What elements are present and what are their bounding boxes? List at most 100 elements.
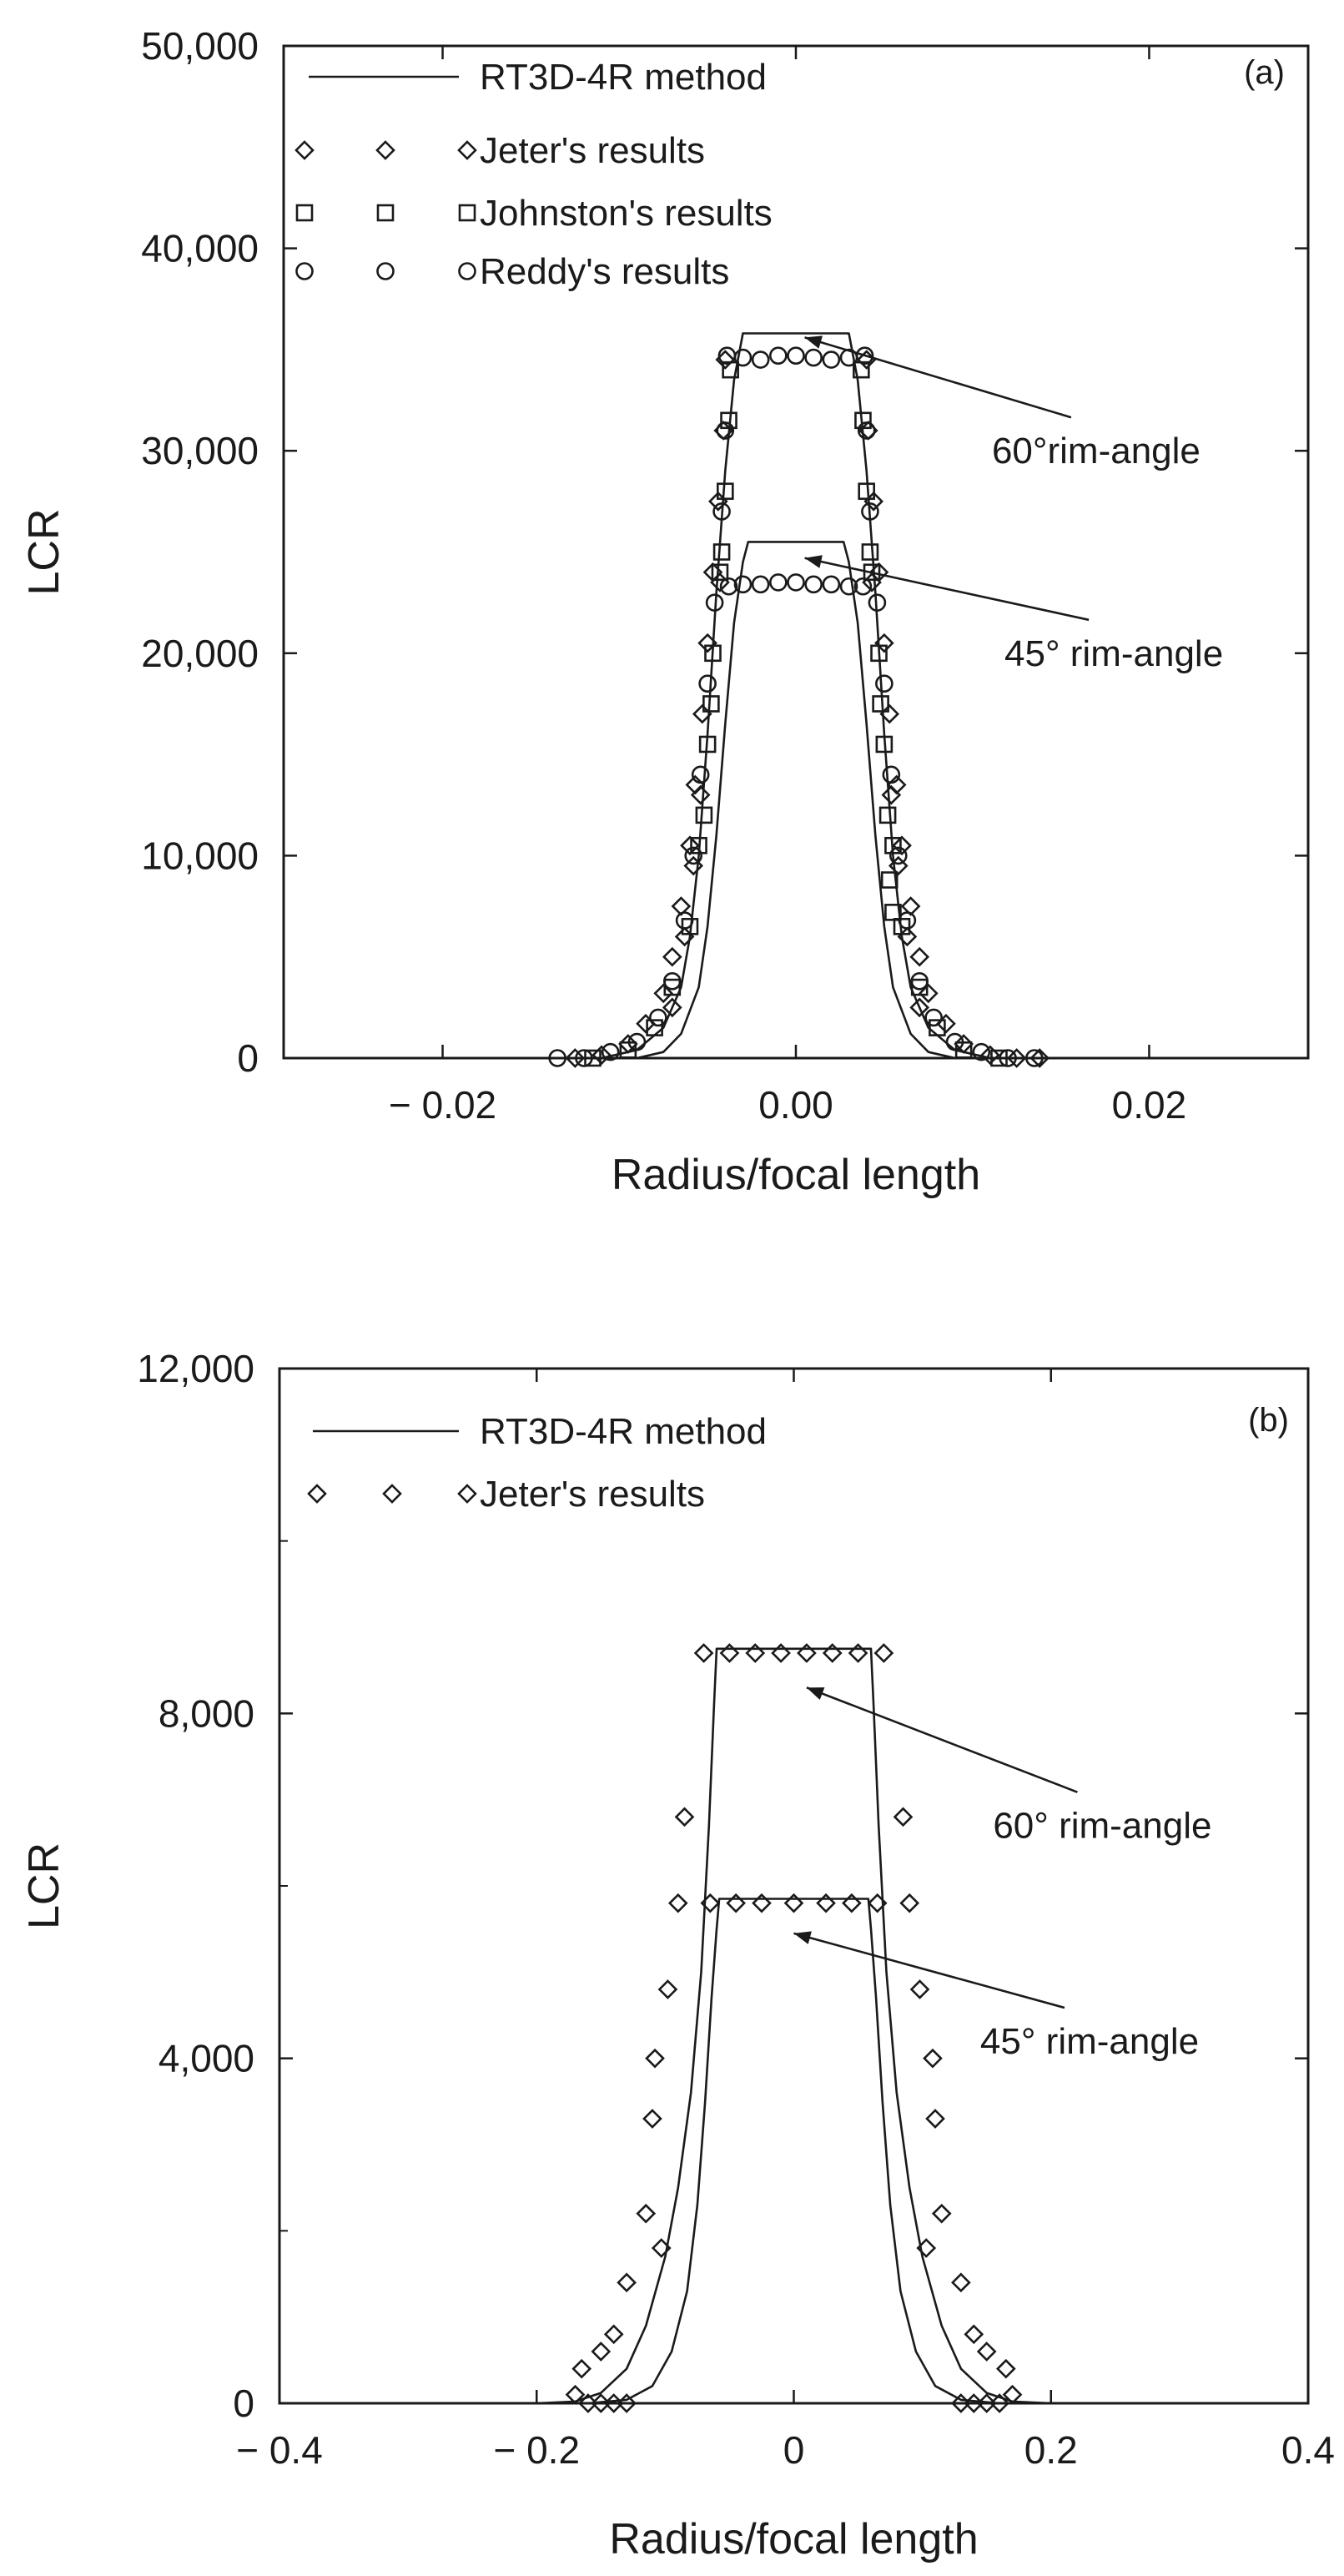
x-tick-label: 0.4	[1281, 2428, 1335, 2472]
data-point-circle	[716, 421, 735, 440]
data-point-square	[858, 482, 875, 501]
x-tick-label: − 0.2	[493, 2428, 580, 2472]
data-point-circle	[972, 1042, 991, 1061]
data-point-diamond	[893, 1807, 914, 1827]
series-line-rt3d-4r-method-45	[583, 541, 1009, 1060]
data-point-circle	[691, 765, 710, 784]
data-point-square	[663, 978, 682, 996]
data-point-diamond	[617, 2272, 637, 2293]
data-point-square	[711, 563, 729, 582]
y-tick-label: 30,000	[141, 429, 259, 472]
data-point-square	[872, 695, 889, 713]
data-point-diamond	[683, 855, 704, 876]
x-tick-label: 0.02	[1112, 1083, 1187, 1127]
legend-label: Jeter's results	[480, 130, 705, 171]
data-point-diamond	[591, 2342, 612, 2362]
data-point-diamond	[771, 1643, 791, 1663]
data-point-diamond	[822, 1643, 843, 1663]
legend-marker-diamond	[307, 1484, 327, 1504]
data-point-diamond	[842, 1893, 862, 1913]
legend-b: RT3D-4R method Jeter's results	[307, 1411, 767, 1515]
data-point-circle	[662, 972, 682, 991]
data-point-diamond	[964, 2324, 984, 2345]
data-point-square	[695, 806, 713, 824]
data-point-diamond	[726, 1893, 746, 1913]
data-point-diamond	[848, 1643, 868, 1663]
data-point-circle	[712, 502, 731, 521]
data-point-square	[880, 871, 899, 889]
data-point-square	[681, 918, 699, 935]
data-point-square	[717, 482, 734, 501]
data-point-circle	[548, 1049, 566, 1067]
data-point-diamond	[642, 2109, 662, 2129]
annotation-arrowhead	[793, 1931, 812, 1944]
y-tick-label: 8,000	[159, 1691, 254, 1735]
data-point-diamond	[954, 1034, 974, 1054]
data-point-square	[854, 411, 872, 430]
data-point-square	[690, 836, 707, 854]
annotation-label: 45° rim-angle	[1004, 633, 1223, 674]
y-tick-label: 40,000	[141, 227, 259, 270]
y-tick-label: 10,000	[141, 834, 259, 877]
data-point-circle	[855, 346, 874, 365]
data-point-diamond	[1006, 1048, 1027, 1068]
data-point-circle	[575, 1049, 593, 1067]
data-point-circle	[751, 575, 770, 594]
data-point-diamond	[657, 1979, 678, 1999]
data-point-circle	[675, 911, 694, 930]
x-axis-title-b: Radius/focal length	[609, 2515, 978, 2563]
y-axis-title-b: LCR	[20, 1843, 68, 1929]
data-point-diamond	[797, 1643, 817, 1663]
data-point-diamond	[873, 1643, 894, 1663]
x-tick-label: 0.00	[758, 1083, 833, 1127]
data-point-diamond	[900, 896, 921, 916]
data-point-diamond	[653, 983, 674, 1004]
data-point-circle	[889, 846, 908, 865]
data-point-diamond	[1002, 2384, 1023, 2405]
data-point-diamond	[618, 1034, 638, 1054]
panel-label-b: (b)	[1248, 1402, 1289, 1439]
data-point-square	[646, 1019, 663, 1036]
series-lines-b	[536, 1647, 1051, 2405]
data-point-square	[893, 918, 911, 935]
data-point-diamond	[867, 1893, 888, 1913]
legend-marker-diamond	[457, 1484, 477, 1504]
data-point-diamond	[964, 2393, 984, 2413]
data-point-diamond	[899, 1893, 920, 1913]
data-point-circle	[601, 1042, 620, 1061]
data-point-diamond	[617, 2393, 637, 2413]
data-point-diamond	[916, 2238, 937, 2258]
panel-label-a: (a)	[1244, 54, 1285, 91]
data-point-square	[990, 1049, 1008, 1067]
data-point-diamond	[578, 2393, 598, 2413]
x-tick-label: − 0.02	[389, 1083, 496, 1127]
series-markers-b	[565, 1643, 1023, 2413]
data-point-square	[878, 806, 897, 824]
data-point-circle	[861, 502, 879, 521]
y-tick-label: 0	[233, 2382, 254, 2425]
data-point-circle	[822, 575, 841, 594]
x-tick-label: − 0.4	[236, 2428, 323, 2472]
legend-marker-circle	[376, 262, 395, 280]
data-point-circle	[787, 573, 805, 592]
series-line-rt3d-4r-method	[536, 1647, 1051, 2405]
x-axis-title-a: Radius/focal length	[612, 1151, 980, 1199]
data-point-circle	[882, 765, 901, 784]
data-point-circle	[898, 911, 917, 930]
data-point-circle	[769, 346, 788, 365]
data-point-circle	[627, 1032, 647, 1051]
data-point-diamond	[680, 835, 700, 856]
data-point-square	[875, 735, 893, 754]
legend-marker-diamond	[375, 140, 395, 160]
data-point-circle	[649, 1008, 667, 1027]
series-line-rt3d-4r-method-45	[587, 1898, 1000, 2405]
data-point-diamond	[783, 1893, 804, 1913]
data-point-circle	[804, 348, 823, 367]
data-point-diamond	[645, 2048, 665, 2069]
data-point-circle	[868, 593, 887, 612]
annotation-arrowhead	[804, 335, 823, 349]
data-point-diamond	[674, 1807, 695, 1827]
legend-label: RT3D-4R method	[480, 57, 767, 98]
series-markers-a	[548, 346, 1050, 1068]
data-point-square	[870, 644, 888, 663]
